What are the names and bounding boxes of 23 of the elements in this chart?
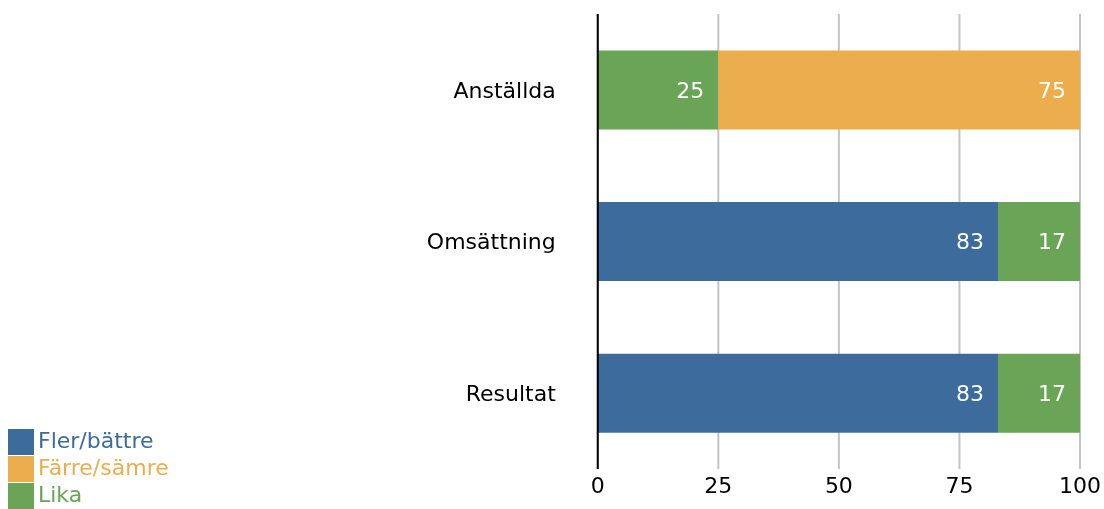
bar [998,353,1080,433]
bar [597,50,719,130]
legend-label: Fler/bättre [38,428,154,453]
legend-label: Färre/sämre [38,455,169,480]
x-tick-label: 75 [945,472,974,498]
data-label: 17 [1038,381,1066,407]
bar [718,50,1080,130]
data-label: 25 [676,77,705,103]
bar [597,202,999,282]
data-label: 75 [1038,77,1066,103]
bar [998,202,1080,282]
legend-label: Lika [38,482,83,507]
x-tick-label: 50 [824,472,853,498]
x-tick-label: 100 [1059,472,1101,498]
y-tick-label: Omsättning [426,229,556,255]
data-label: 83 [956,381,985,407]
y-tick-label: Anställda [453,77,556,103]
y-tick-label: Resultat [465,380,557,406]
data-label: 17 [1038,229,1066,255]
data-label: 83 [956,229,985,255]
x-tick-label: 0 [590,472,605,498]
bar [597,353,999,433]
x-tick-label: 25 [704,472,733,498]
